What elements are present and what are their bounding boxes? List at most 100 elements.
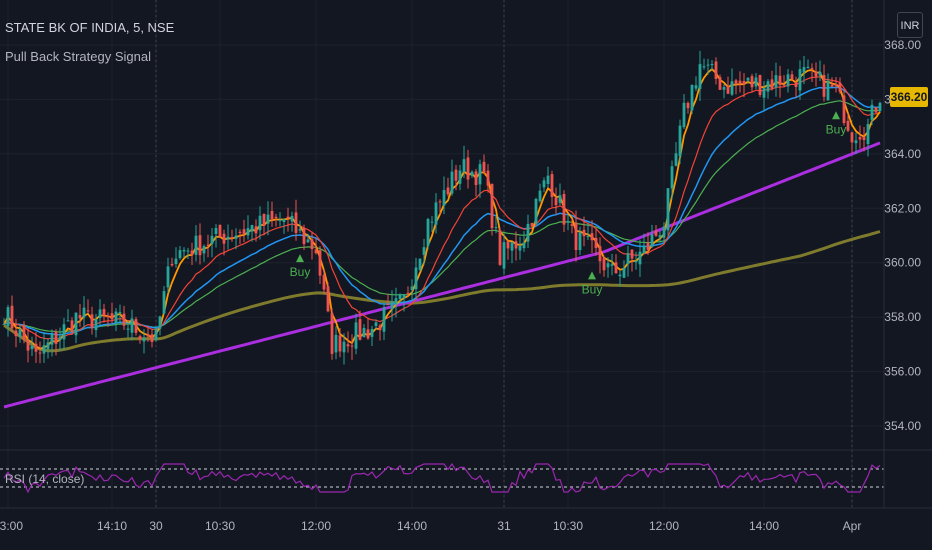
candle-body [534,198,538,224]
candle-body [282,219,286,222]
buy-signal-label: Buy [582,282,603,296]
candle-body [262,214,266,226]
candle-body [410,286,414,290]
price-tick-label: 356.00 [884,365,921,379]
current-price-label: 366.20 [890,87,928,107]
candle-body [346,344,350,347]
candle-body [362,328,366,338]
candle-body [354,322,358,349]
candle-body [86,310,90,312]
price-tick-label: 364.00 [884,147,921,161]
currency-badge[interactable]: INR [897,12,923,38]
candle-body [294,212,298,233]
candle-body [430,221,434,223]
candle-body [562,193,566,225]
candle-body [418,258,422,270]
price-tick-label: 368.00 [884,38,921,52]
candle-body [154,328,158,340]
candle-body [138,336,142,340]
candle-body [6,307,10,327]
candle-body [178,250,182,259]
rsi-title[interactable]: RSI (14, close) [5,472,85,486]
candle-body [134,319,138,333]
candle-body [726,85,730,94]
ma-olive-line [3,230,881,353]
candle-body [834,84,838,86]
candle-body [434,202,438,225]
candle-body [822,74,826,97]
candle-body [818,71,822,76]
candle-body [734,80,738,85]
candle-body [202,246,206,254]
candle-body [586,236,590,238]
rsi-line [3,462,881,494]
candle-body [702,66,706,68]
candle-body [618,274,622,277]
ma-purple-line [3,141,881,409]
candle-body [578,232,582,251]
candle-body [442,190,446,206]
candle-body [146,334,150,337]
candle-body [130,318,134,333]
candle-body [766,81,770,92]
candle-body [218,224,222,237]
indicator-title[interactable]: Pull Back Strategy Signal [5,49,151,64]
time-tick-label: 14:00 [749,519,779,533]
candle-body [94,319,98,331]
candle-body [174,258,178,265]
candle-body [458,170,462,184]
candle-body [298,229,302,231]
candle-body [122,313,126,326]
candle-body [594,237,598,249]
candle-body [510,241,514,251]
candle-body [50,333,54,345]
candle-body [46,342,50,349]
time-tick-label: 12:00 [649,519,679,533]
candle-body [658,235,662,238]
candle-body [102,309,106,316]
candle-body [242,229,246,235]
time-tick-label: 30 [149,519,163,533]
candle-body [326,286,330,312]
candle-body [270,210,274,220]
candle-body [22,325,26,340]
candle-body [2,323,6,325]
candle-body [634,260,638,263]
candle-body [830,84,834,87]
time-tick-label: 31 [497,519,511,533]
candle-body [826,80,830,101]
candle-body [650,234,654,247]
buy-arrow-icon [296,254,304,263]
candle-body [714,61,718,80]
ema-red-line [3,75,881,340]
candle-body [610,264,614,266]
candle-body [638,251,642,265]
candle-body [654,230,658,236]
candle-body [710,64,714,66]
candle-body [558,195,562,203]
candle-body [406,292,410,294]
candle-body [10,305,14,329]
candle-body [402,294,406,299]
candle-body [718,77,722,90]
candle-body [462,159,466,172]
candle-body [746,77,750,81]
symbol-title[interactable]: STATE BK OF INDIA, 5, NSE [5,20,175,35]
time-axis[interactable]: 13:00 14:10 30 10:30 12:00 14:00 31 10:30 12:00 1… [0,519,861,533]
candle-body [570,224,574,226]
candle-body [234,235,238,239]
candle-body [878,102,882,112]
candle-body [550,174,554,198]
candle-body [26,340,30,351]
candle-body [674,153,678,166]
ema-fast-line [3,67,881,350]
price-axis[interactable]: 354.00356.00358.00360.00362.00364.00366.… [883,0,921,508]
candle-body [486,170,490,186]
candle-body [630,249,634,259]
candle-body [454,169,458,181]
candle-body [90,314,94,329]
candle-body [686,102,690,109]
candle-body [350,345,354,347]
candle-body [798,69,802,91]
